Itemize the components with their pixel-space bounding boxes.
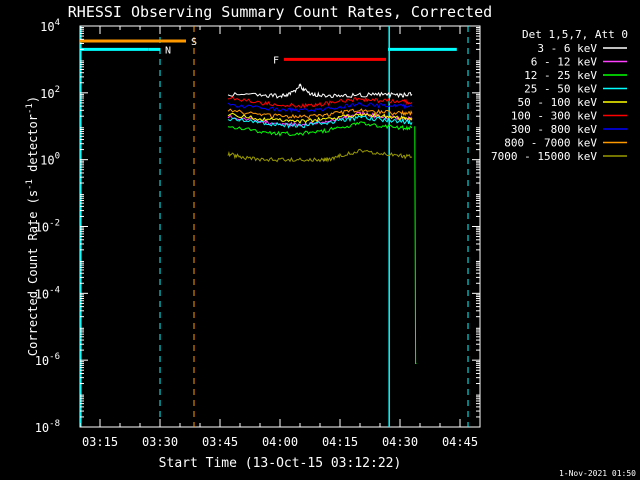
y-axis-label-main: Corrected Count Rate (s <box>26 190 40 356</box>
legend-label: 25 - 50 keV <box>524 83 597 96</box>
date-stamp: 1-Nov-2021 01:50 <box>559 469 636 478</box>
y-axis-label-sup1: -1 <box>25 179 35 190</box>
y-axis-label-mid: detector <box>26 114 40 179</box>
y-axis-label-sup2: -1 <box>25 103 35 114</box>
y-axis-label-end: ) <box>26 96 40 103</box>
legend-header: Det 1,5,7, Att 0 <box>522 28 628 41</box>
y-tick-exp: 4 <box>55 18 60 28</box>
legend-label: 800 - 7000 keV <box>504 137 597 150</box>
y-tick-exp: 0 <box>55 152 60 162</box>
x-tick-label: 04:15 <box>322 435 358 449</box>
legend-label: 100 - 300 keV <box>511 110 597 123</box>
observing-bar-label: F <box>273 55 279 66</box>
legend-label: 7000 - 15000 keV <box>491 150 597 163</box>
y-axis-label: Corrected Count Rate (s-1 detector-1) <box>25 96 40 356</box>
x-tick-label: 03:15 <box>82 435 118 449</box>
x-tick-label: 04:00 <box>262 435 298 449</box>
count-rate-chart: RHESSI Observing Summary Count Rates, Co… <box>0 0 640 480</box>
x-tick-label: 03:30 <box>142 435 178 449</box>
legend-label: 300 - 800 keV <box>511 123 597 136</box>
y-tick-exp: 2 <box>55 85 60 95</box>
legend-label: 50 - 100 keV <box>518 96 598 109</box>
y-tick-base: 10 <box>35 421 49 435</box>
legend-label: 12 - 25 keV <box>524 69 597 82</box>
x-tick-label: 04:45 <box>442 435 478 449</box>
observing-bar-label: N <box>165 45 171 56</box>
x-tick-label: 04:30 <box>382 435 418 449</box>
chart-title: RHESSI Observing Summary Count Rates, Co… <box>68 3 492 21</box>
y-tick-base: 10 <box>40 154 54 168</box>
y-tick-exp: -2 <box>49 219 60 229</box>
legend-label: 3 - 6 keV <box>537 42 597 55</box>
y-tick-base: 10 <box>40 20 54 34</box>
y-tick-exp: -8 <box>49 419 60 429</box>
y-tick-exp: -4 <box>49 285 60 295</box>
x-tick-label: 03:45 <box>202 435 238 449</box>
y-tick-base: 10 <box>40 87 54 101</box>
legend-label: 6 - 12 keV <box>531 56 598 69</box>
x-axis-label: Start Time (13-Oct-15 03:12:22) <box>159 456 402 471</box>
observing-bar-label: S <box>191 37 197 48</box>
y-tick-exp: -6 <box>49 352 60 362</box>
